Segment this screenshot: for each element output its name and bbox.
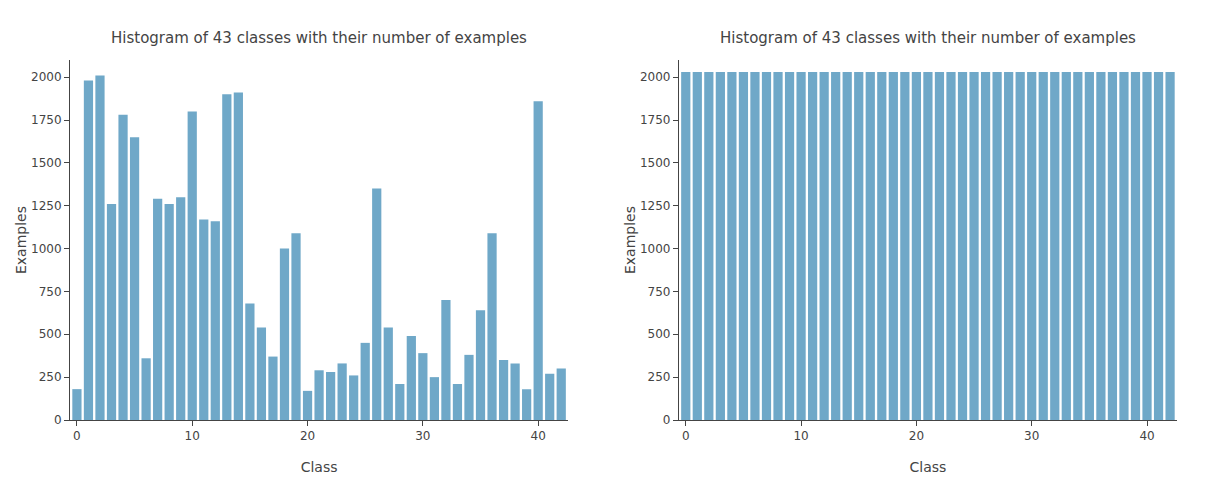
svg-text:1000: 1000 bbox=[640, 242, 671, 256]
svg-text:Examples: Examples bbox=[622, 206, 638, 274]
svg-text:750: 750 bbox=[39, 285, 62, 299]
svg-text:1750: 1750 bbox=[640, 113, 671, 127]
svg-text:2000: 2000 bbox=[640, 70, 671, 84]
svg-text:500: 500 bbox=[648, 327, 671, 341]
svg-text:20: 20 bbox=[300, 429, 315, 443]
svg-text:0: 0 bbox=[73, 429, 81, 443]
svg-text:0: 0 bbox=[663, 413, 671, 427]
svg-text:0: 0 bbox=[682, 429, 690, 443]
svg-text:40: 40 bbox=[1139, 429, 1154, 443]
svg-text:Class: Class bbox=[301, 459, 338, 475]
svg-text:Histogram of 43 classes with t: Histogram of 43 classes with their numbe… bbox=[111, 29, 527, 47]
svg-text:750: 750 bbox=[648, 285, 671, 299]
svg-text:30: 30 bbox=[415, 429, 430, 443]
svg-text:0: 0 bbox=[54, 413, 62, 427]
svg-text:1750: 1750 bbox=[31, 113, 62, 127]
svg-text:2000: 2000 bbox=[31, 70, 62, 84]
svg-text:1250: 1250 bbox=[31, 199, 62, 213]
svg-text:30: 30 bbox=[1024, 429, 1039, 443]
svg-text:250: 250 bbox=[39, 370, 62, 384]
svg-text:20: 20 bbox=[909, 429, 924, 443]
svg-text:Examples: Examples bbox=[13, 206, 29, 274]
svg-text:Histogram of 43 classes with t: Histogram of 43 classes with their numbe… bbox=[720, 29, 1136, 47]
svg-text:10: 10 bbox=[185, 429, 200, 443]
svg-text:10: 10 bbox=[793, 429, 808, 443]
svg-text:1000: 1000 bbox=[31, 242, 62, 256]
svg-text:1500: 1500 bbox=[31, 156, 62, 170]
svg-text:1500: 1500 bbox=[640, 156, 671, 170]
svg-text:Class: Class bbox=[910, 459, 947, 475]
svg-text:1250: 1250 bbox=[640, 199, 671, 213]
svg-text:500: 500 bbox=[39, 327, 62, 341]
svg-text:250: 250 bbox=[648, 370, 671, 384]
svg-text:40: 40 bbox=[531, 429, 546, 443]
